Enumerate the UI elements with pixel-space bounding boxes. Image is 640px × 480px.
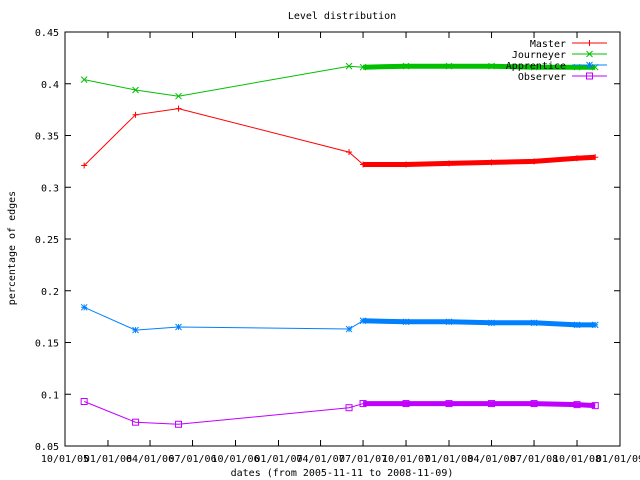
data-point-journeyer: [132, 86, 139, 94]
legend-marker-observer: [586, 72, 593, 80]
legend-label-observer: Observer: [518, 72, 566, 83]
series-observer: [80, 397, 599, 428]
y-tick-label: 0.45: [35, 28, 59, 39]
data-point-observer: [132, 418, 140, 426]
x-tick-label: 01/01/07: [254, 454, 302, 465]
legend-label-journeyer: Journeyer: [512, 50, 566, 61]
data-point-observer: [591, 402, 599, 410]
x-tick-label: 01/01/08: [425, 454, 473, 465]
data-point-apprentice: [402, 318, 410, 326]
data-point-master: [592, 154, 599, 161]
data-point-master: [175, 105, 182, 112]
x-tick-label: 01/01/09: [596, 454, 640, 465]
data-point-journeyer: [402, 62, 410, 70]
series-line-master: [83, 108, 596, 166]
y-axis-label: percentage of edges: [7, 191, 18, 305]
series-master: [81, 105, 599, 169]
y-tick-label: 0.2: [41, 287, 59, 298]
y-tick-label: 0.05: [35, 442, 59, 453]
series-dense-band-apprentice: [363, 318, 596, 328]
legend-marker-master: [586, 40, 593, 46]
data-point-journeyer: [488, 62, 495, 70]
data-point-journeyer: [175, 92, 182, 100]
data-point-master: [132, 111, 139, 118]
legend-marker-journeyer: [586, 50, 593, 58]
data-point-observer: [573, 401, 581, 409]
y-tick-label: 0.1: [41, 390, 59, 401]
data-point-journeyer: [359, 63, 367, 71]
series-apprentice: [80, 303, 599, 334]
data-point-observer: [402, 400, 410, 408]
data-point-apprentice: [488, 319, 495, 327]
plot-area: [80, 62, 599, 428]
x-tick-label: 07/01/06: [168, 454, 216, 465]
data-point-journeyer: [530, 63, 538, 71]
series-journeyer: [80, 62, 599, 100]
data-point-master: [531, 158, 538, 165]
data-point-journeyer: [345, 62, 353, 70]
data-point-observer: [445, 400, 453, 408]
x-tick-label: 04/01/06: [126, 454, 174, 465]
x-axis-label: dates (from 2005-11-11 to 2008-11-09): [231, 468, 454, 479]
y-tick-label: 0.4: [41, 80, 59, 91]
data-point-apprentice: [591, 321, 599, 329]
data-point-apprentice: [132, 326, 139, 334]
x-tick-label: 10/01/05: [41, 454, 89, 465]
x-tick-label: 10/01/06: [211, 454, 259, 465]
x-tick-label: 04/01/08: [467, 454, 515, 465]
data-point-journeyer: [80, 76, 88, 83]
series-dense-band-master: [363, 154, 596, 167]
data-point-apprentice: [530, 319, 538, 327]
x-tick-label: 01/01/06: [84, 454, 132, 465]
data-point-master: [81, 162, 88, 169]
x-tick-label: 10/01/08: [553, 454, 601, 465]
data-point-apprentice: [80, 303, 88, 311]
data-point-apprentice: [359, 317, 367, 325]
data-point-apprentice: [573, 321, 581, 329]
data-point-master: [446, 160, 453, 167]
y-axis-ticks: 0.05 0.1 0.15 0.2 0.25 0.3 0.35 0.4 0.45: [35, 28, 620, 453]
data-point-master: [574, 155, 581, 162]
data-point-observer: [80, 397, 88, 405]
legend-marker-apprentice: [586, 61, 593, 69]
series-dense-band-observer: [363, 401, 596, 409]
plot-frame: [64, 31, 621, 447]
data-point-apprentice: [345, 325, 353, 333]
data-point-master: [488, 159, 495, 166]
x-tick-label: 07/01/07: [339, 454, 387, 465]
data-point-observer: [530, 400, 538, 408]
y-tick-label: 0.15: [35, 339, 59, 350]
data-point-master: [360, 161, 367, 168]
data-point-observer: [175, 420, 183, 428]
y-tick-label: 0.3: [41, 183, 59, 194]
data-point-observer: [488, 400, 496, 408]
data-point-observer: [359, 400, 367, 408]
data-point-master: [346, 149, 353, 156]
data-point-master: [403, 161, 410, 168]
x-tick-label: 10/01/07: [382, 454, 430, 465]
data-point-apprentice: [445, 318, 453, 326]
data-point-journeyer: [445, 62, 453, 70]
legend-label-apprentice: Apprentice: [506, 61, 566, 72]
chart-title: Level distribution: [288, 11, 396, 22]
series-line-apprentice: [83, 306, 596, 331]
x-tick-label: 07/01/08: [510, 454, 558, 465]
y-tick-label: 0.35: [35, 132, 59, 143]
x-axis-ticks: 10/01/0501/01/0604/01/0607/01/0610/01/06…: [41, 32, 640, 465]
y-tick-label: 0.25: [35, 235, 59, 246]
legend-label-master: Master: [530, 39, 566, 50]
x-tick-label: 04/01/07: [296, 454, 344, 465]
data-point-apprentice: [175, 323, 182, 331]
data-point-observer: [345, 404, 353, 412]
